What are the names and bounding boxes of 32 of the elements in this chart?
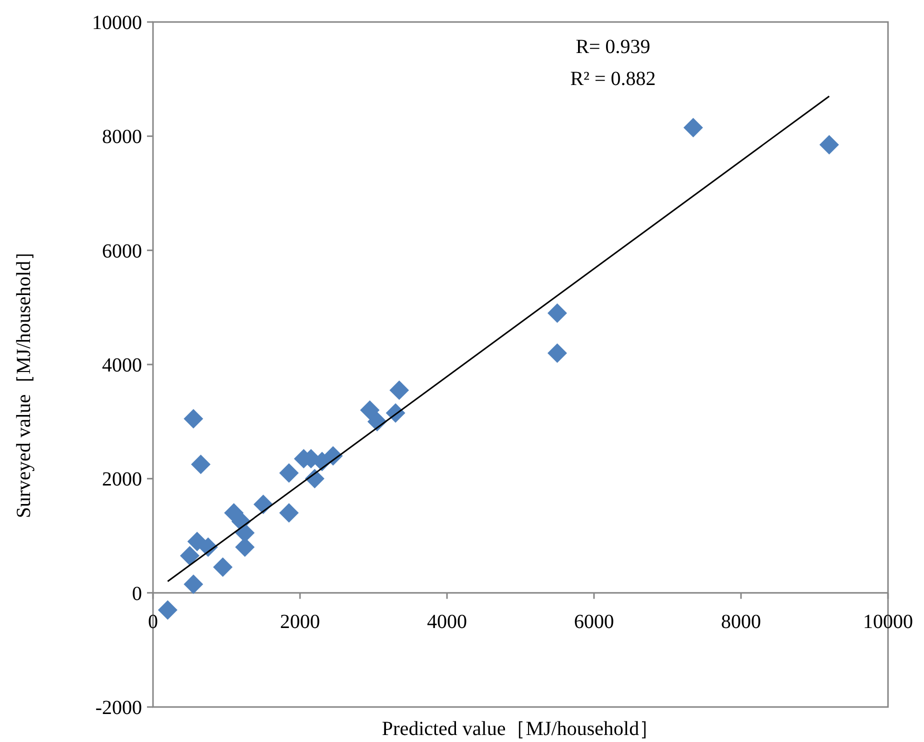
y-tick-label: 8000 [102, 126, 142, 148]
point [279, 503, 299, 523]
x-tick-label: 2000 [280, 610, 320, 633]
y-tick-label: 6000 [102, 240, 142, 262]
point [184, 408, 204, 428]
x-axis-title: Predicted value［MJ/household］ [382, 718, 660, 740]
y-tick-label: 4000 [102, 354, 142, 376]
point [180, 546, 200, 566]
y-tick-label: -2000 [95, 697, 142, 719]
y-tick-label: 10000 [92, 12, 142, 34]
y-tick-label: 2000 [102, 468, 142, 491]
point [158, 600, 178, 620]
x-tick-label: 4000 [427, 610, 467, 633]
point [184, 574, 204, 594]
point [360, 400, 380, 420]
point [213, 557, 233, 577]
y-axis-title: Surveyed value［MJ/household］ [13, 240, 35, 518]
x-tick-label: 6000 [574, 610, 614, 633]
annotation: R= 0.939 [576, 36, 650, 58]
x-tick-label: 10000 [863, 610, 913, 633]
point [819, 134, 839, 154]
annotation: R² = 0.882 [570, 68, 656, 90]
x-tick-label: 0 [148, 610, 158, 633]
point [548, 343, 567, 363]
y-tick-label: 0 [132, 582, 142, 605]
point [191, 454, 211, 474]
x-tick-label: 8000 [721, 610, 761, 633]
point [389, 380, 409, 400]
point [187, 532, 207, 552]
point [279, 463, 299, 483]
point [683, 118, 703, 138]
point [548, 303, 567, 323]
